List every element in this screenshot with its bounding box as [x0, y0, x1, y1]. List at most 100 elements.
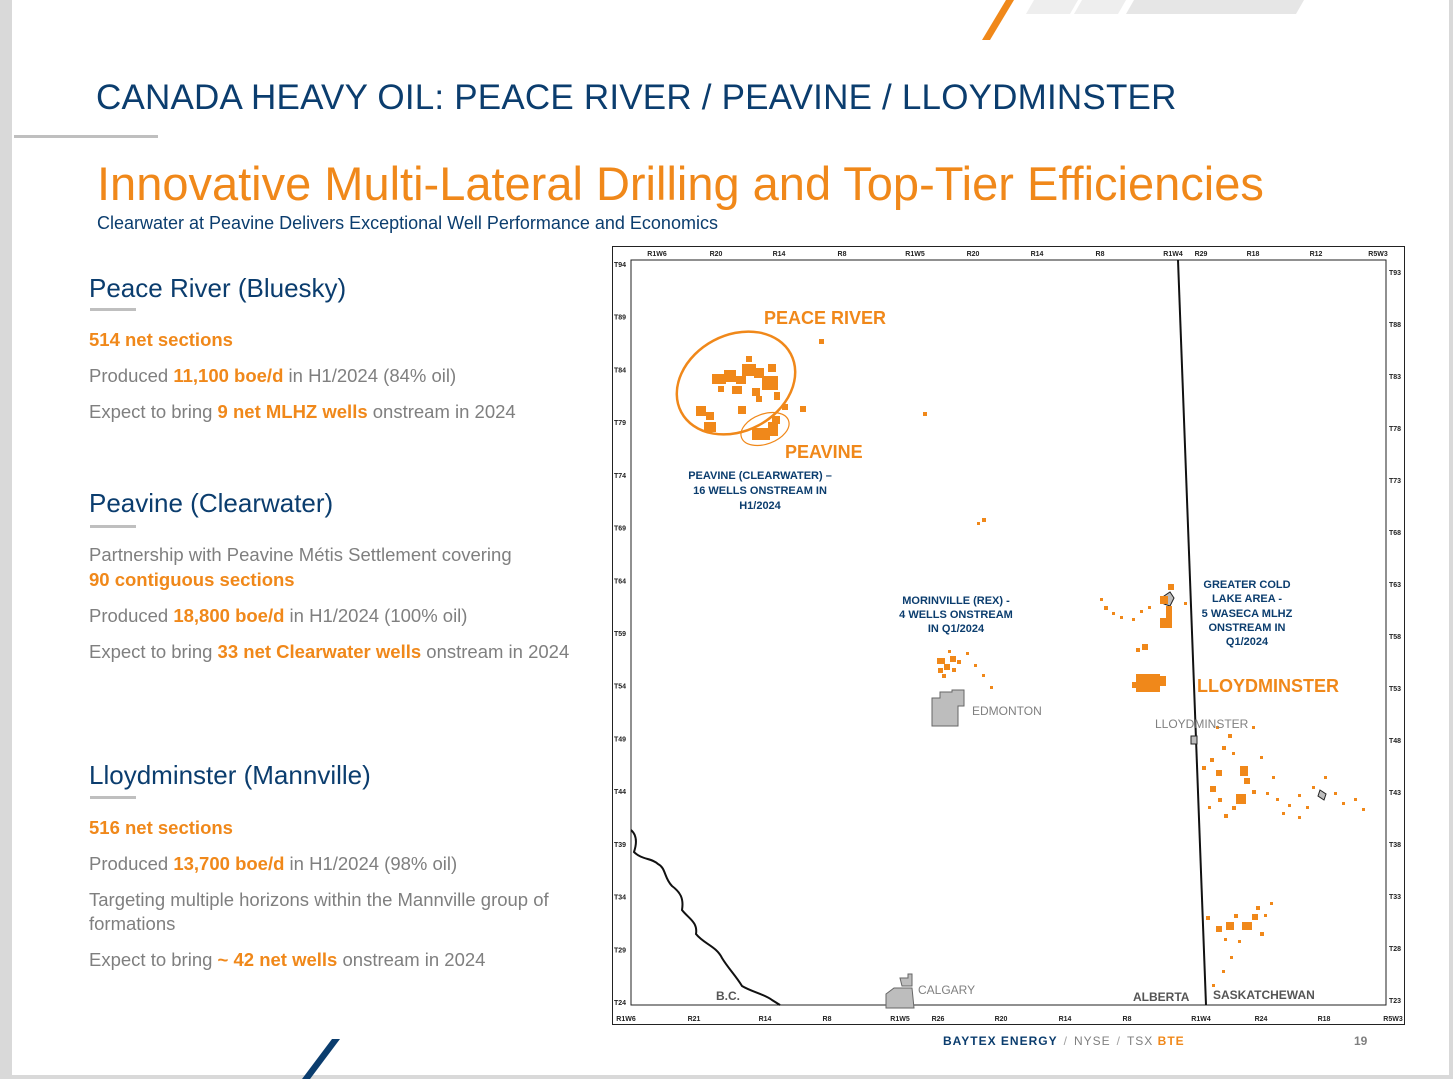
map-range-label-bottom: R14 — [759, 1016, 772, 1023]
south-sask-land — [1206, 902, 1273, 987]
map-township-label-left: T79 — [614, 420, 626, 427]
map-township-label-left: T59 — [614, 631, 626, 638]
map-township-label-left: T74 — [614, 473, 626, 480]
highlight-value: 33 net Clearwater wells — [217, 641, 422, 662]
map-range-label-top: R1W6 — [647, 251, 667, 258]
slide-right-border — [1449, 0, 1453, 1079]
footer-separator: / — [1116, 1034, 1121, 1048]
map-range-label-top: R5W3 — [1368, 251, 1388, 258]
map-township-label-left: T44 — [614, 789, 626, 796]
peavine-note-line3: H1/2024 — [739, 500, 781, 512]
morinville-note-line1: MORINVILLE (REX) - — [902, 595, 1010, 607]
peavine-land — [752, 416, 780, 440]
map-range-label-top: R18 — [1247, 251, 1260, 258]
slide-subtitle: Clearwater at Peavine Delivers Exception… — [97, 213, 718, 233]
peavine-rule — [90, 525, 136, 528]
map-township-label-right: T83 — [1389, 374, 1401, 381]
lloydminster-heading: Lloydminster (Mannville) — [89, 760, 371, 790]
map-range-label-bottom: R21 — [688, 1016, 701, 1023]
peavine-note-line2: 16 WELLS ONSTREAM IN — [693, 485, 827, 497]
text-fragment: Produced — [89, 605, 174, 626]
map-range-label-top: R20 — [967, 251, 980, 258]
map-township-label-left: T24 — [614, 1000, 626, 1007]
text-fragment: in H1/2024 (100% oil) — [284, 605, 468, 626]
peace-river-outline — [675, 330, 797, 436]
map-township-label-left: T39 — [614, 842, 626, 849]
map-township-label-left: T34 — [614, 895, 626, 902]
footer-branding: BAYTEX ENERGY / NYSE / TSX BTE — [943, 1034, 1185, 1048]
highlight-value: 11,100 boe/d — [173, 365, 284, 386]
page-number: 19 — [1354, 1034, 1368, 1048]
peavine-production: Produced 18,800 boe/d in H1/2024 (100% o… — [89, 604, 467, 628]
header-divider — [14, 135, 158, 138]
map-township-label-left: T29 — [614, 947, 626, 954]
calgary-label: CALGARY — [918, 983, 975, 997]
map-range-label-top: R1W4 — [1163, 251, 1183, 258]
edmonton-city-shape — [931, 689, 965, 727]
peavine-wells: Expect to bring 33 net Clearwater wells … — [89, 640, 569, 664]
peace-river-label: PEACE RIVER — [764, 308, 886, 328]
map-range-label-bottom: R18 — [1318, 1016, 1331, 1023]
morinville-land — [937, 650, 993, 689]
highlight-value: 18,800 boe/d — [173, 605, 285, 626]
text-fragment: onstream in 2024 — [337, 949, 486, 970]
cold-lake-note-line4: ONSTREAM IN — [1209, 622, 1286, 634]
highlight-value: 9 net MLHZ wells — [217, 401, 368, 422]
peace-river-rule — [90, 308, 136, 311]
cold-lake-note-line1: GREATER COLD — [1203, 579, 1290, 591]
map-range-label-bottom: R8 — [1123, 1016, 1132, 1023]
lloydminster-city-label: LLOYDMINSTER — [1155, 717, 1249, 731]
map-range-label-bottom: R1W6 — [616, 1016, 636, 1023]
lloydminster-net-sections: 516 net sections — [89, 817, 233, 838]
map-township-label-left: T69 — [614, 526, 626, 533]
calgary-city-shape-north — [899, 973, 913, 987]
map-township-label-left: T89 — [614, 315, 626, 322]
text-fragment: in H1/2024 (84% oil) — [283, 365, 457, 386]
map-township-label-right: T38 — [1389, 842, 1401, 849]
slide-header-title: CANADA HEAVY OIL: PEACE RIVER / PEAVINE … — [96, 78, 1177, 117]
peavine-label: PEAVINE — [785, 442, 863, 462]
map-range-label-top: R8 — [1096, 251, 1105, 258]
bottom-stripe-decoration — [302, 1039, 340, 1079]
peavine-partnership-line1: Partnership with Peavine Métis Settlemen… — [89, 544, 512, 565]
peavine-heading: Peavine (Clearwater) — [89, 488, 334, 518]
footer-separator: / — [1063, 1034, 1068, 1048]
map-township-label-left: T64 — [614, 578, 626, 585]
map-township-label-right: T53 — [1389, 686, 1401, 693]
lloydminster-land — [1132, 674, 1365, 819]
peace-river-heading: Peace River (Bluesky) — [89, 273, 347, 303]
alberta-saskatchewan-border — [1177, 259, 1207, 1006]
lloydminster-targeting-line2: formations — [89, 913, 176, 934]
peavine-outline — [740, 411, 790, 447]
morinville-note-line2: 4 WELLS ONSTREAM — [899, 609, 1013, 621]
map-range-label-top: R14 — [773, 251, 786, 258]
map-township-label-left: T49 — [614, 736, 626, 743]
map-range-label-bottom: R8 — [823, 1016, 832, 1023]
alberta-label: ALBERTA — [1133, 990, 1190, 1004]
lloydminster-city-shape — [1190, 735, 1198, 745]
slide-main-title: Innovative Multi-Lateral Drilling and To… — [97, 157, 1264, 210]
map-township-label-left: T84 — [614, 367, 626, 374]
map-range-label-top: R12 — [1310, 251, 1323, 258]
map-range-label-top: R1W5 — [905, 251, 925, 258]
text-fragment: Produced — [89, 365, 174, 386]
calgary-city-shape — [885, 987, 915, 1009]
map-township-label-right: T33 — [1389, 894, 1401, 901]
map-range-label-top: R14 — [1031, 251, 1044, 258]
map-range-label-bottom: R24 — [1255, 1016, 1268, 1023]
saskatchewan-label: SASKATCHEWAN — [1213, 988, 1315, 1002]
exchange-tsx: TSX — [1126, 1034, 1154, 1048]
map-range-label-bottom: R1W4 — [1191, 1016, 1211, 1023]
text-fragment: in H1/2024 (98% oil) — [284, 853, 458, 874]
bc-label: B.C. — [716, 989, 740, 1003]
map-township-label-right: T28 — [1389, 946, 1401, 953]
map-township-label-right: T78 — [1389, 426, 1401, 433]
asset-map: R1W6 R20 R14 R8 R1W5 R20 R14 R8 R1W4 R29 R18 R12 R5W… — [612, 246, 1405, 1025]
lloydminster-wells: Expect to bring ~ 42 net wells onstream … — [89, 948, 485, 972]
map-township-label-right: T68 — [1389, 530, 1401, 537]
peavine-note-line1: PEAVINE (CLEARWATER) – — [688, 470, 832, 482]
text-fragment: Expect to bring — [89, 401, 218, 422]
highlight-value: 13,700 boe/d — [173, 853, 285, 874]
cold-lake-note-line2: LAKE AREA - — [1212, 593, 1282, 605]
map-range-label-bottom: R14 — [1059, 1016, 1072, 1023]
